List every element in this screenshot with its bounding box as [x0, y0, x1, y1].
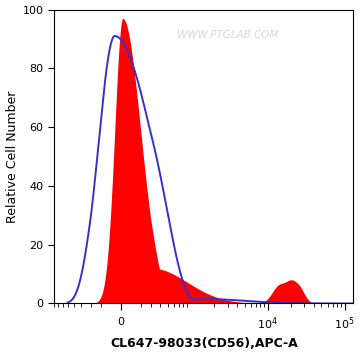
Text: WWW.PTGLAB.COM: WWW.PTGLAB.COM — [177, 30, 278, 40]
X-axis label: CL647-98033(CD56),APC-A: CL647-98033(CD56),APC-A — [110, 337, 297, 350]
Y-axis label: Relative Cell Number: Relative Cell Number — [5, 90, 18, 223]
